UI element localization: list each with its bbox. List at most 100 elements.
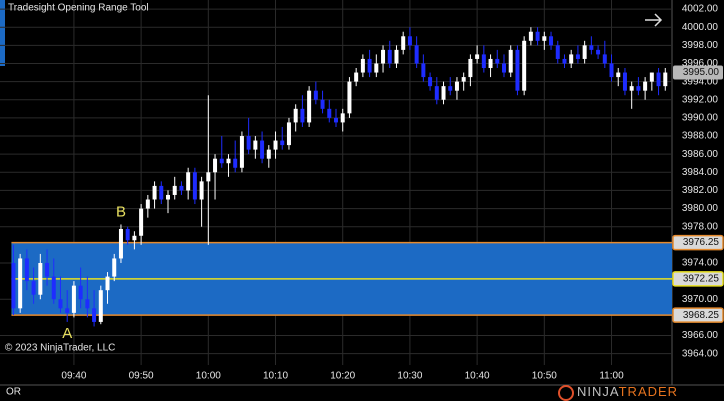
- y-tick-label: 4002.00: [682, 4, 719, 15]
- candle-body: [239, 136, 244, 168]
- x-tick-label: 09:40: [61, 371, 86, 382]
- y-tick-label: 4000.00: [682, 22, 719, 33]
- last-price-marker: [673, 65, 723, 80]
- candle-body: [334, 117, 338, 123]
- candle-body: [508, 49, 513, 73]
- y-tick-label: 3982.00: [682, 185, 719, 196]
- y-tick-label: 3998.00: [682, 40, 719, 51]
- candle-body: [549, 36, 554, 46]
- logo-icon: [558, 385, 574, 401]
- candle-body: [448, 86, 453, 91]
- candle-body: [65, 308, 70, 313]
- candle-body: [401, 36, 406, 50]
- price-marker: [672, 271, 724, 287]
- candle-body: [320, 99, 325, 109]
- x-tick-label: 09:50: [129, 371, 154, 382]
- y-tick-label: 3994.00: [682, 76, 719, 87]
- candle-body: [31, 281, 36, 295]
- candle-body: [562, 58, 567, 64]
- candle-body: [71, 285, 76, 313]
- candle-body: [528, 31, 533, 41]
- candle-body: [179, 185, 184, 191]
- annotation: A: [62, 325, 72, 342]
- candle-body: [145, 199, 150, 209]
- candle-body: [367, 58, 372, 73]
- candle-body: [602, 54, 607, 64]
- chart-title: Tradesight Opening Range Tool: [8, 3, 149, 14]
- candle-body: [92, 308, 97, 322]
- price-marker: [672, 307, 724, 323]
- y-tick-label: 3964.00: [682, 348, 719, 359]
- candle-body: [186, 172, 191, 191]
- candle-body: [569, 54, 574, 64]
- x-tick-label: 10:40: [465, 371, 490, 382]
- candle-body: [172, 185, 177, 195]
- y-tick-label: 3986.00: [682, 149, 719, 160]
- last-price-label: 3995.00: [683, 67, 720, 78]
- candle-body: [313, 90, 318, 100]
- candle-body: [132, 235, 137, 241]
- arrow-icon[interactable]: [645, 13, 663, 27]
- candle-body: [495, 58, 500, 64]
- candle-body: [293, 108, 298, 123]
- candle-body: [246, 136, 251, 150]
- candle-body: [616, 72, 621, 78]
- candle-body: [273, 140, 278, 150]
- candle-body: [260, 140, 265, 159]
- x-tick-label: 10:20: [330, 371, 355, 382]
- candle-body: [475, 54, 480, 59]
- candle-body: [374, 63, 379, 73]
- y-tick-label: 3996.00: [682, 58, 719, 69]
- panel-label: OR: [6, 387, 21, 398]
- candle-body: [24, 258, 29, 282]
- candle-body: [85, 299, 90, 309]
- x-tick-label: 11:00: [599, 371, 624, 382]
- candle-body: [421, 63, 426, 78]
- candle-body: [481, 54, 486, 69]
- candle-body: [555, 45, 560, 59]
- candle-body: [535, 31, 540, 41]
- candle-body: [649, 72, 654, 82]
- candle-body: [253, 140, 258, 150]
- candle-body: [98, 290, 103, 322]
- candle-body: [112, 258, 117, 277]
- side-strip: [0, 0, 5, 66]
- candle-body: [663, 72, 668, 87]
- candle-body: [414, 45, 419, 64]
- price-marker-label: 3976.25: [683, 237, 720, 248]
- candle-body: [387, 49, 392, 64]
- candle-body: [280, 140, 285, 146]
- candle-body: [38, 262, 43, 295]
- candle-body: [219, 158, 224, 164]
- candle-body: [428, 77, 433, 87]
- candle-body: [226, 158, 231, 164]
- y-tick-label: 3990.00: [682, 113, 719, 124]
- candle-body: [589, 45, 594, 50]
- candle-body: [656, 72, 661, 87]
- candle-body: [434, 86, 439, 100]
- candle-body: [360, 58, 365, 73]
- candle-body: [11, 262, 16, 309]
- candle-body: [582, 45, 587, 59]
- candle-body: [192, 172, 197, 200]
- candle-body: [327, 108, 332, 118]
- candle-body: [206, 172, 211, 182]
- x-tick-label: 10:30: [397, 371, 422, 382]
- y-tick-label: 3988.00: [682, 131, 719, 142]
- y-tick-label: 3978.00: [682, 221, 719, 232]
- x-tick-label: 10:00: [196, 371, 221, 382]
- candle-body: [468, 58, 473, 78]
- candle-body: [199, 181, 204, 200]
- candle-body: [622, 72, 627, 91]
- candle-body: [522, 40, 527, 91]
- candle-body: [629, 86, 634, 91]
- candle-body: [347, 81, 352, 114]
- candle-body: [233, 158, 238, 168]
- x-tick-label: 10:50: [532, 371, 557, 382]
- price-marker-label: 3968.25: [683, 310, 720, 321]
- candle-body: [542, 36, 547, 41]
- candle-body: [643, 81, 648, 91]
- plot: [0, 0, 672, 365]
- candle-body: [266, 149, 271, 159]
